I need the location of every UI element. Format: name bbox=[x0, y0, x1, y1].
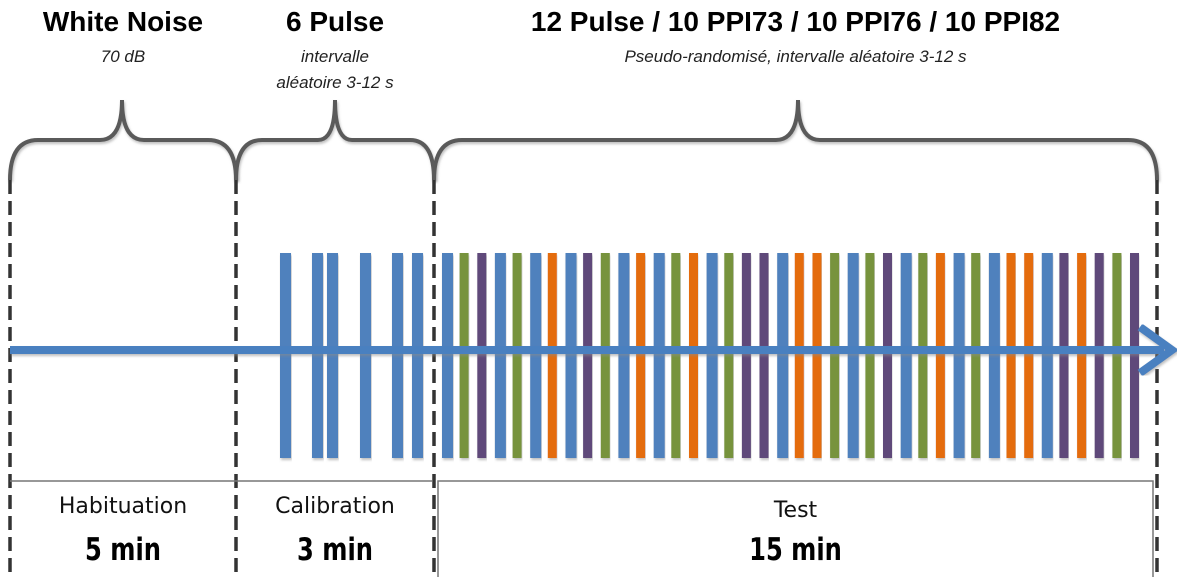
trial-bar-ppi82 bbox=[1094, 253, 1104, 458]
trial-bar-pulse bbox=[494, 253, 506, 458]
timeline-arrow bbox=[10, 323, 1177, 377]
habituation-label: Habituation bbox=[58, 494, 188, 519]
trial-bar-ppi73 bbox=[689, 253, 698, 458]
trial-bar-pulse bbox=[988, 253, 1000, 458]
calibration-duration: 3 min bbox=[297, 532, 373, 568]
trial-bar-pulse bbox=[565, 253, 577, 458]
trial-bar-pulse bbox=[847, 253, 859, 458]
trial-bar-ppi76 bbox=[512, 253, 522, 458]
trial-bar-pulse bbox=[327, 253, 338, 458]
trial-bar-ppi82 bbox=[883, 253, 892, 458]
habituation-header-title: White Noise bbox=[42, 6, 204, 37]
trial-bar-pulse bbox=[442, 253, 453, 458]
trial-bar-ppi73 bbox=[794, 253, 804, 458]
trial-bar-pulse bbox=[412, 253, 423, 458]
test-duration: 15 min bbox=[749, 532, 842, 568]
trial-bar-ppi76 bbox=[671, 253, 681, 458]
trial-bar-ppi76 bbox=[918, 253, 928, 458]
trial-bar-ppi82 bbox=[583, 253, 593, 458]
calibration-header-subtitle-1: intervalle bbox=[300, 47, 370, 66]
trial-bar-pulse bbox=[392, 253, 403, 458]
trial-bar-pulse bbox=[953, 253, 965, 458]
calibration-trials bbox=[280, 253, 423, 458]
trial-bar-ppi76 bbox=[600, 253, 610, 458]
trial-bar-ppi82 bbox=[1059, 253, 1069, 458]
trial-bar-pulse bbox=[618, 253, 630, 458]
test-header-title: 12 Pulse / 10 PPI73 / 10 PPI76 / 10 PPI8… bbox=[530, 6, 1061, 37]
trial-bar-ppi82 bbox=[759, 253, 769, 458]
bracket-test bbox=[432, 99, 1159, 181]
test-trials bbox=[442, 253, 1139, 458]
trial-bar-ppi73 bbox=[935, 253, 945, 458]
trial-bar-ppi73 bbox=[812, 253, 822, 458]
calibration-label: Calibration bbox=[275, 494, 395, 519]
bracket-habituation bbox=[8, 99, 238, 181]
trial-bar-pulse bbox=[706, 253, 718, 458]
trial-bar-ppi73 bbox=[547, 253, 557, 458]
arrowhead-icon bbox=[1137, 323, 1177, 377]
trial-bar-ppi76 bbox=[830, 253, 840, 458]
trial-bar-pulse bbox=[653, 253, 665, 458]
trial-bar-ppi73 bbox=[636, 253, 646, 458]
trial-bar-pulse bbox=[1041, 253, 1053, 458]
test-header-subtitle: Pseudo-randomisé, intervalle aléatoire 3… bbox=[624, 47, 967, 66]
bracket-calibration bbox=[234, 99, 436, 181]
trial-bar-ppi82 bbox=[741, 253, 751, 458]
trial-bar-ppi73 bbox=[1024, 253, 1034, 458]
trial-bar-pulse bbox=[530, 253, 542, 458]
trial-bar-ppi73 bbox=[1006, 253, 1016, 458]
trial-bar-ppi76 bbox=[459, 253, 469, 458]
trial-bar-pulse bbox=[312, 253, 323, 458]
trial-bar-ppi82 bbox=[477, 253, 487, 458]
habituation-header-subtitle: 70 dB bbox=[100, 47, 146, 66]
trial-bar-ppi76 bbox=[724, 253, 734, 458]
label-box-test bbox=[437, 480, 1154, 577]
trial-bar-pulse bbox=[280, 253, 291, 458]
trial-bar-pulse bbox=[360, 253, 371, 458]
trial-bar-pulse bbox=[777, 253, 789, 458]
trial-bar-ppi76 bbox=[1112, 253, 1122, 458]
habituation-duration: 5 min bbox=[85, 532, 161, 568]
trial-bar-ppi76 bbox=[865, 253, 875, 458]
trial-bar-ppi82 bbox=[1130, 253, 1139, 458]
test-label: Test bbox=[773, 498, 818, 523]
calibration-header-title: 6 Pulse bbox=[285, 6, 385, 37]
trial-bar-ppi73 bbox=[1077, 253, 1087, 458]
trial-bar-ppi76 bbox=[971, 253, 981, 458]
calibration-header-subtitle-2: aléatoire 3-12 s bbox=[276, 73, 394, 92]
trial-bar-pulse bbox=[900, 253, 912, 458]
